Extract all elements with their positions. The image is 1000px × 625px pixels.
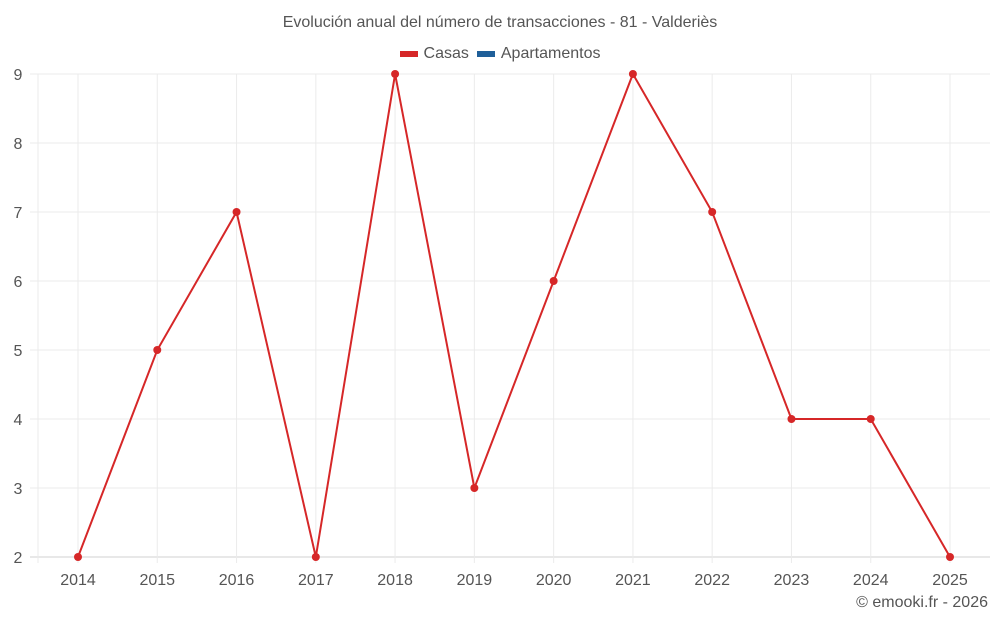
chart-title: Evolución anual del número de transaccio…: [282, 14, 718, 31]
x-tick-label: 2016: [219, 572, 255, 589]
data-point: [708, 208, 717, 216]
y-tick-label: 5: [14, 343, 23, 360]
x-tick-label: 2020: [536, 572, 572, 589]
x-tick-label: 2024: [853, 572, 889, 589]
y-tick-label: 9: [14, 67, 23, 84]
legend-swatch-apartamentos: [476, 51, 495, 57]
data-point: [866, 415, 875, 423]
x-tick-label: 2017: [298, 572, 334, 589]
data-point: [74, 553, 82, 561]
legend-swatch-casas: [399, 51, 418, 57]
legend-label-casas: Casas: [423, 45, 469, 62]
data-point: [232, 208, 241, 216]
data-point: [549, 277, 558, 285]
legend-item-apartamentos[interactable]: Apartamentos: [476, 45, 601, 63]
y-tick-label: 4: [14, 412, 23, 429]
data-point: [470, 484, 479, 492]
x-tick-label: 2022: [694, 572, 730, 589]
data-point: [628, 70, 637, 78]
x-tick-label: 2018: [377, 572, 413, 589]
data-point: [787, 415, 796, 423]
y-tick-label: 7: [14, 205, 23, 222]
x-tick-label: 2014: [60, 572, 96, 589]
y-tick-label: 2: [14, 550, 23, 567]
legend-label-apartamentos: Apartamentos: [500, 45, 601, 62]
y-tick-label: 6: [14, 274, 23, 291]
x-tick-label: 2025: [932, 572, 968, 589]
x-tick-label: 2019: [457, 572, 493, 589]
legend-item-casas[interactable]: Casas: [399, 45, 469, 63]
x-tick-label: 2015: [139, 572, 175, 589]
data-point: [391, 70, 400, 78]
data-point: [946, 553, 954, 561]
data-point: [153, 346, 162, 354]
x-tick-label: 2023: [774, 572, 810, 589]
y-tick-label: 3: [14, 481, 23, 498]
chart-legend: Casas Apartamentos: [0, 45, 1000, 63]
series-line-casas: [77, 71, 951, 558]
x-tick-label: 2021: [615, 572, 651, 589]
credit-text: © emooki.fr - 2026: [856, 594, 988, 611]
data-point: [311, 553, 320, 561]
y-tick-label: 8: [14, 136, 23, 153]
